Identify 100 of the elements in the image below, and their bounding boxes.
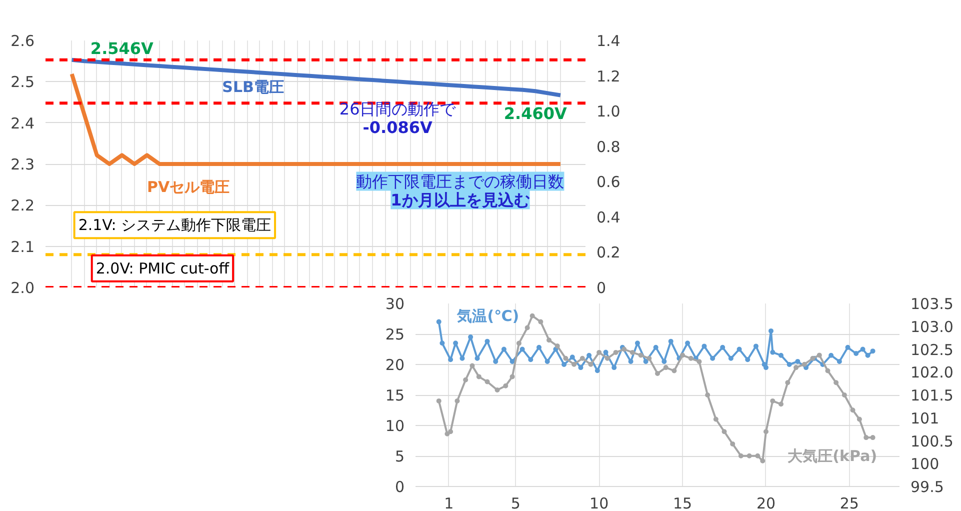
point xyxy=(544,358,550,364)
point xyxy=(845,344,850,350)
point xyxy=(596,350,602,355)
point xyxy=(770,398,776,404)
y-tick-label: 2.4 xyxy=(10,114,35,132)
point xyxy=(722,429,727,434)
y-tick-label: 2.5 xyxy=(10,73,35,92)
point xyxy=(436,398,442,404)
point xyxy=(440,340,445,346)
point xyxy=(696,359,702,364)
point xyxy=(484,379,490,384)
point xyxy=(436,319,442,324)
series-label: 気温(℃) xyxy=(456,306,520,325)
point xyxy=(612,365,617,370)
y2-tick-label: 1.4 xyxy=(596,32,620,50)
point xyxy=(870,435,876,440)
point xyxy=(580,356,585,361)
point xyxy=(770,350,776,355)
point xyxy=(570,354,575,360)
point xyxy=(842,392,847,398)
point xyxy=(655,371,660,376)
y-tick-label: 2.2 xyxy=(10,196,35,215)
ref-line-label: 2.1V: システム動作下限電圧 xyxy=(78,216,272,234)
point xyxy=(763,429,768,434)
point xyxy=(753,344,758,349)
point xyxy=(530,313,535,318)
point xyxy=(572,362,577,367)
point xyxy=(510,358,515,364)
x-tick-label: 15 xyxy=(672,494,692,511)
point xyxy=(763,365,768,370)
point xyxy=(705,392,710,398)
point xyxy=(578,365,584,370)
point xyxy=(474,356,480,361)
point xyxy=(850,408,856,413)
y2-tick-label: 1.2 xyxy=(596,67,620,86)
y2-tick-label: 103.0 xyxy=(910,318,954,336)
point xyxy=(720,344,726,350)
point xyxy=(802,362,807,367)
point xyxy=(713,416,718,422)
point xyxy=(816,352,822,358)
point xyxy=(663,365,668,370)
point xyxy=(503,383,508,388)
point xyxy=(586,352,592,358)
y2-tick-label: 0 xyxy=(596,279,606,297)
y-tick-label: 10 xyxy=(385,417,405,435)
y2-tick-label: 0.8 xyxy=(596,138,620,156)
y2-tick-label: 102.0 xyxy=(910,364,954,382)
point xyxy=(778,402,784,407)
point xyxy=(738,453,744,458)
point xyxy=(536,344,542,350)
point xyxy=(470,363,475,368)
y2-tick-label: 0.4 xyxy=(596,208,620,226)
point xyxy=(510,374,515,380)
point xyxy=(528,357,534,362)
point xyxy=(494,387,500,392)
point xyxy=(736,346,742,352)
point xyxy=(638,352,644,358)
annotation: 26日間の動作で -0.086V xyxy=(339,100,457,138)
point xyxy=(524,325,530,330)
point xyxy=(685,340,690,346)
point xyxy=(870,348,876,354)
point xyxy=(646,356,652,361)
point xyxy=(828,352,834,358)
x-tick-label: 5 xyxy=(510,494,520,511)
point xyxy=(604,356,610,361)
y2-tick-label: 99.5 xyxy=(910,478,944,496)
y2-tick-label: 100.5 xyxy=(910,432,954,450)
point xyxy=(546,338,552,343)
y-tick-label: 30 xyxy=(385,295,405,313)
point xyxy=(794,365,799,370)
point xyxy=(786,362,792,367)
point xyxy=(554,344,560,349)
annotation: 2.460V xyxy=(504,104,568,123)
point xyxy=(448,357,454,362)
y-tick-label: 20 xyxy=(385,356,405,374)
point xyxy=(856,416,862,422)
point xyxy=(755,453,760,458)
point xyxy=(688,356,694,361)
point xyxy=(454,398,460,404)
point xyxy=(834,380,839,386)
point xyxy=(710,356,716,361)
point xyxy=(653,344,658,350)
point xyxy=(562,362,567,367)
x-tick-label: 10 xyxy=(590,494,609,511)
y2-tick-label: 101 xyxy=(910,409,940,428)
point xyxy=(520,346,525,352)
y2-tick-label: 100 xyxy=(910,455,940,474)
point xyxy=(680,352,686,358)
point xyxy=(668,338,674,344)
point xyxy=(728,356,734,361)
point xyxy=(516,340,522,346)
point xyxy=(860,346,866,352)
point xyxy=(795,358,800,364)
point xyxy=(825,368,830,374)
point xyxy=(476,374,482,380)
series-label: 大気圧(kPa) xyxy=(788,447,878,466)
point xyxy=(594,368,600,374)
point xyxy=(702,344,707,349)
annotation: 動作下限電圧までの稼働日数 1か月以上を見込む xyxy=(356,172,564,210)
series-label: PVセル電圧 xyxy=(146,178,230,196)
